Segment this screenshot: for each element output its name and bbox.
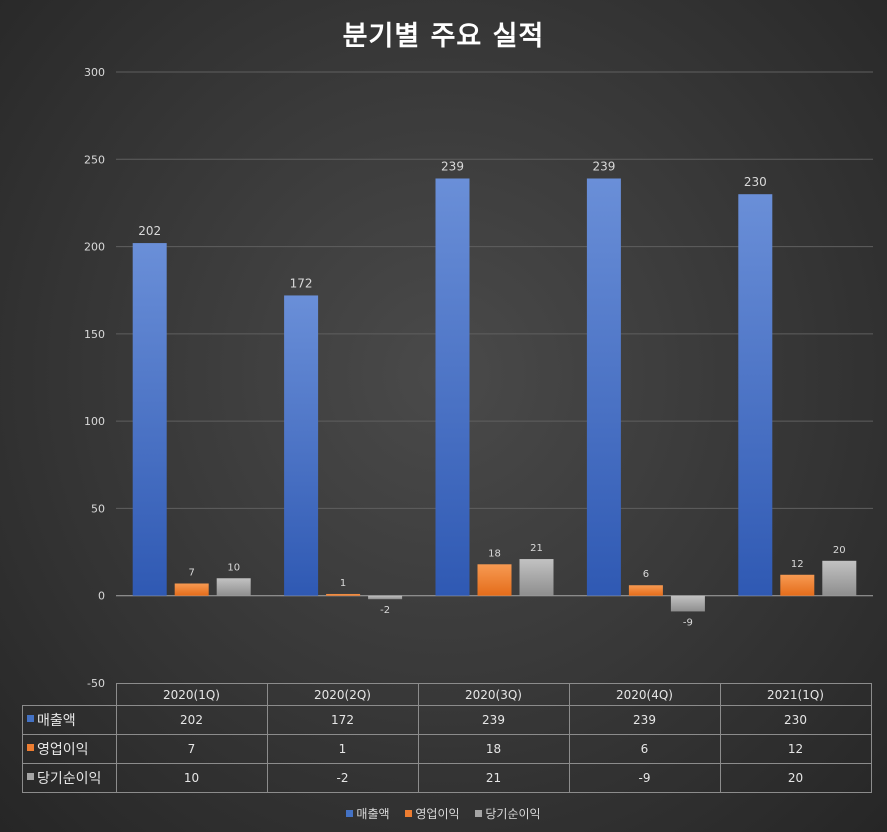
- bar: [284, 295, 319, 596]
- table-cell: 20: [719, 763, 872, 793]
- bar: [780, 574, 815, 596]
- table-cell: 239: [417, 705, 570, 735]
- table-col-header: 2020(3Q): [417, 683, 570, 706]
- y-tick-label: 150: [84, 328, 105, 341]
- legend-item-revenue[interactable]: 매출액: [346, 805, 390, 822]
- table-cell: 202: [115, 705, 268, 735]
- table-cell: 6: [568, 734, 721, 764]
- data-label: 20: [833, 545, 846, 556]
- table-row-operating-profit: 영업이익 7 1 18 6 12: [22, 734, 872, 764]
- operating-profit-swatch-icon: [27, 744, 34, 751]
- data-label: 12: [791, 559, 804, 570]
- bar: [174, 583, 209, 596]
- row-label: 당기순이익: [37, 771, 102, 787]
- legend-label: 당기순이익: [485, 807, 541, 821]
- table-row-revenue: 매출액 202 172 239 239 230: [22, 705, 872, 735]
- data-label: 1: [340, 578, 346, 589]
- table-cell: 172: [266, 705, 419, 735]
- bar: [519, 559, 554, 596]
- table-cell: 7: [115, 734, 268, 764]
- table-row-net-income: 당기순이익 10 -2 21 -9 20: [22, 763, 872, 793]
- legend-item-operating-profit[interactable]: 영업이익: [405, 805, 460, 822]
- data-label: 239: [441, 159, 464, 173]
- bar: [670, 595, 705, 612]
- y-tick-label: 50: [91, 502, 105, 515]
- chart-title: 분기별 주요 실적: [342, 21, 545, 52]
- bar: [586, 178, 621, 596]
- table-cell: 230: [719, 705, 872, 735]
- bar: [628, 585, 663, 596]
- table-col-header: 2020(2Q): [266, 683, 419, 706]
- y-tick-label: 100: [84, 415, 105, 428]
- row-label: 매출액: [37, 713, 76, 729]
- bar: [435, 178, 470, 596]
- legend-label: 매출액: [356, 807, 390, 821]
- table-row-header: 매출액: [22, 705, 117, 735]
- table-col-header: 2020(1Q): [115, 683, 268, 706]
- bar: [738, 194, 773, 596]
- y-tick-label: 200: [84, 241, 105, 254]
- data-label: 10: [227, 562, 240, 573]
- table-cell: -2: [266, 763, 419, 793]
- legend: 매출액 영업이익 당기순이익: [0, 805, 887, 822]
- data-label: 18: [488, 548, 501, 559]
- net-income-swatch-icon: [27, 773, 34, 780]
- data-label: 7: [189, 567, 195, 578]
- data-label: 172: [290, 276, 313, 290]
- table-cell: 12: [719, 734, 872, 764]
- table-cell: -9: [568, 763, 721, 793]
- legend-label: 영업이익: [415, 807, 460, 821]
- table-cell: 10: [115, 763, 268, 793]
- bar: [216, 578, 251, 596]
- table-cell: 21: [417, 763, 570, 793]
- data-table-corner: [22, 683, 117, 706]
- y-tick-label: 300: [84, 66, 105, 79]
- table-cell: 18: [417, 734, 570, 764]
- legend-swatch-icon: [346, 810, 354, 817]
- table-col-header: 2020(4Q): [568, 683, 721, 706]
- data-label: -2: [380, 605, 390, 616]
- y-tick-label: 0: [98, 590, 105, 603]
- data-label: -9: [683, 617, 693, 628]
- bar: [326, 593, 361, 596]
- table-row-header: 당기순이익: [22, 763, 117, 793]
- bar: [822, 560, 857, 596]
- data-label: 230: [744, 175, 767, 189]
- table-row-header: 영업이익: [22, 734, 117, 764]
- data-label: 21: [530, 543, 543, 554]
- bar: [477, 564, 512, 596]
- data-table: 2020(1Q) 2020(2Q) 2020(3Q) 2020(4Q) 2021…: [22, 683, 872, 793]
- legend-swatch-icon: [405, 810, 413, 817]
- legend-item-net-income[interactable]: 당기순이익: [475, 805, 541, 822]
- data-label: 239: [592, 159, 615, 173]
- table-cell: 239: [568, 705, 721, 735]
- legend-swatch-icon: [475, 810, 483, 817]
- bar: [368, 595, 403, 600]
- table-cell: 1: [266, 734, 419, 764]
- bar: [132, 243, 167, 596]
- row-label: 영업이익: [37, 742, 89, 758]
- data-label: 202: [138, 224, 161, 238]
- data-table-header-row: 2020(1Q) 2020(2Q) 2020(3Q) 2020(4Q) 2021…: [22, 683, 872, 706]
- data-label: 6: [643, 569, 649, 580]
- y-tick-label: 250: [84, 153, 105, 166]
- revenue-swatch-icon: [27, 715, 34, 722]
- table-col-header: 2021(1Q): [719, 683, 872, 706]
